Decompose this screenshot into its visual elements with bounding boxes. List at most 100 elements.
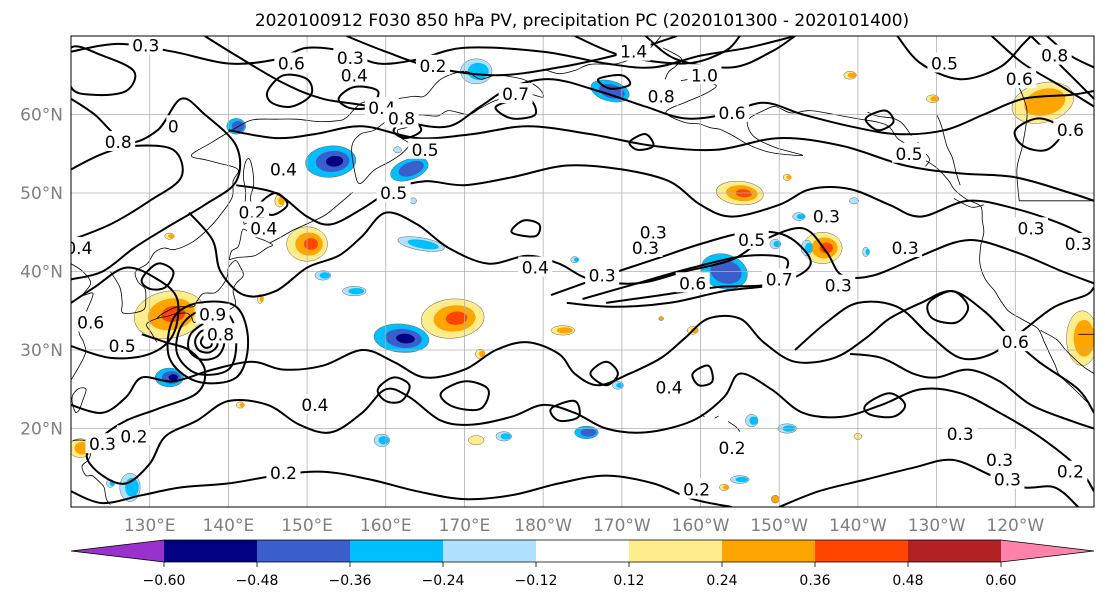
pc-shading	[409, 197, 417, 205]
pv-contour-label: 0.2	[270, 464, 297, 484]
colorbar-segment	[164, 540, 257, 562]
pv-contour-loop	[265, 73, 314, 108]
pc-shading	[773, 240, 781, 248]
pc-shading	[304, 238, 318, 250]
lon-tick-label: 150°W	[750, 516, 808, 536]
pc-shading	[407, 239, 439, 250]
lat-tick-label: 50°N	[20, 184, 63, 204]
pv-contour-label: 0.3	[337, 49, 364, 69]
pv-label-bg	[652, 376, 687, 397]
pv-contour-label: 1.0	[691, 66, 718, 86]
pc-shading	[398, 160, 424, 177]
pv-contour-label: 0.3	[132, 36, 159, 56]
pv-contour-line	[71, 144, 184, 242]
lat-tick-label: 60°N	[20, 106, 63, 126]
pc-shading	[930, 96, 939, 102]
pv-label-bg	[809, 205, 844, 226]
pv-contour-label: 0.4	[522, 259, 549, 279]
pv-contour-loop	[864, 109, 895, 132]
pv-contour-label: 0.7	[766, 270, 793, 290]
pv-contour-line	[574, 36, 741, 65]
pv-contour-label: 0.6	[278, 54, 305, 74]
pc-shading	[865, 248, 870, 256]
pc-shading	[467, 62, 489, 80]
map-frame	[70, 35, 1095, 508]
pv-contour-line	[849, 352, 1094, 430]
colorbar-tick-label: −0.48	[236, 573, 279, 589]
pv-contour-label: 1.4	[620, 43, 647, 63]
pc-shading	[580, 428, 597, 437]
pv-contour-label: 0.3	[994, 471, 1021, 491]
lon-tick-label: 130°E	[124, 516, 176, 536]
pv-contour-label: 0.6	[77, 314, 104, 334]
pv-label-bg	[73, 311, 108, 332]
pv-label-bg	[943, 422, 978, 443]
coastline	[228, 228, 273, 261]
pc-shading	[168, 234, 175, 239]
colorbar: −0.60 −0.48 −0.36 −0.24 −0.12 0.12 0.24 0.36 0.4…	[70, 539, 1095, 589]
pv-contour-line	[71, 470, 733, 507]
coastline	[269, 191, 353, 244]
pv-label-bg	[990, 468, 1025, 489]
pc-shading	[796, 213, 806, 220]
pv-label-bg	[687, 64, 722, 85]
coastline	[714, 415, 719, 419]
pv-contour-line	[896, 36, 1032, 81]
lon-tick-label: 160°E	[360, 516, 412, 536]
pv-label-bg	[1053, 119, 1088, 140]
colorbar-tick-label: 0.12	[613, 573, 644, 589]
colorbar-segment	[629, 540, 722, 562]
coastline	[953, 198, 984, 208]
pv-label-bg	[888, 236, 923, 257]
lat-tick-label: 30°N	[20, 341, 63, 361]
pv-contour-label: 0.3	[640, 223, 667, 243]
pc-shading	[771, 494, 780, 504]
pv-contour-loop	[863, 392, 907, 419]
lon-tick-label: 140°W	[829, 516, 887, 536]
pv-contour-line	[71, 266, 180, 360]
pv-label-bg	[821, 274, 856, 295]
pv-contour-label: 0.3	[813, 208, 840, 228]
colorbar-tick-label: −0.24	[422, 573, 465, 589]
pv-label-bg	[679, 478, 714, 499]
pv-label-bg	[715, 437, 750, 458]
lon-tick-label: 170°E	[439, 516, 491, 536]
pv-label-bg	[892, 142, 927, 163]
pv-contour-label: 0.3	[632, 239, 659, 259]
pv-contour-label: 0.5	[380, 184, 407, 204]
pv-label-bg	[1053, 460, 1088, 481]
pv-label-bg	[1037, 44, 1072, 65]
pv-contour-label: 0.3	[986, 451, 1013, 471]
pv-contour-loop	[376, 376, 411, 404]
pv-contour-label: 0.3	[892, 239, 919, 259]
pv-contour-line	[204, 36, 1094, 136]
pc-shading	[326, 155, 344, 167]
pv-contour-label: 0	[168, 117, 179, 137]
pc-shading	[239, 402, 245, 408]
pv-label-bg	[715, 101, 750, 122]
colorbar-tick-label: 0.48	[892, 573, 923, 589]
pv-label-bg	[297, 393, 332, 414]
pv-contour-loop	[510, 219, 542, 238]
pv-contour-loop	[926, 290, 970, 325]
pc-shading	[378, 436, 390, 445]
pv-contour-label: 0.2	[718, 439, 745, 459]
pv-label-bg	[116, 425, 151, 446]
pc-shading	[749, 416, 758, 425]
pv-label-bg	[636, 221, 671, 242]
coastline	[1014, 79, 1028, 201]
pc-shading	[479, 350, 486, 358]
pv-contour-line	[778, 458, 1079, 507]
pv-label-bg	[337, 64, 372, 85]
pv-contour-label: 0.4	[656, 379, 683, 399]
pv-contour-label: 0.3	[589, 266, 616, 286]
pv-contour-loop	[71, 45, 137, 97]
pv-contour-label: 0.4	[270, 160, 297, 180]
colorbar-tick-label: 0.24	[706, 573, 737, 589]
colorbar-segment	[908, 540, 1001, 562]
gridlines	[71, 36, 1094, 507]
pv-label-bg	[616, 40, 651, 61]
pv-label-bg	[415, 54, 450, 75]
pc-shading	[319, 272, 331, 279]
